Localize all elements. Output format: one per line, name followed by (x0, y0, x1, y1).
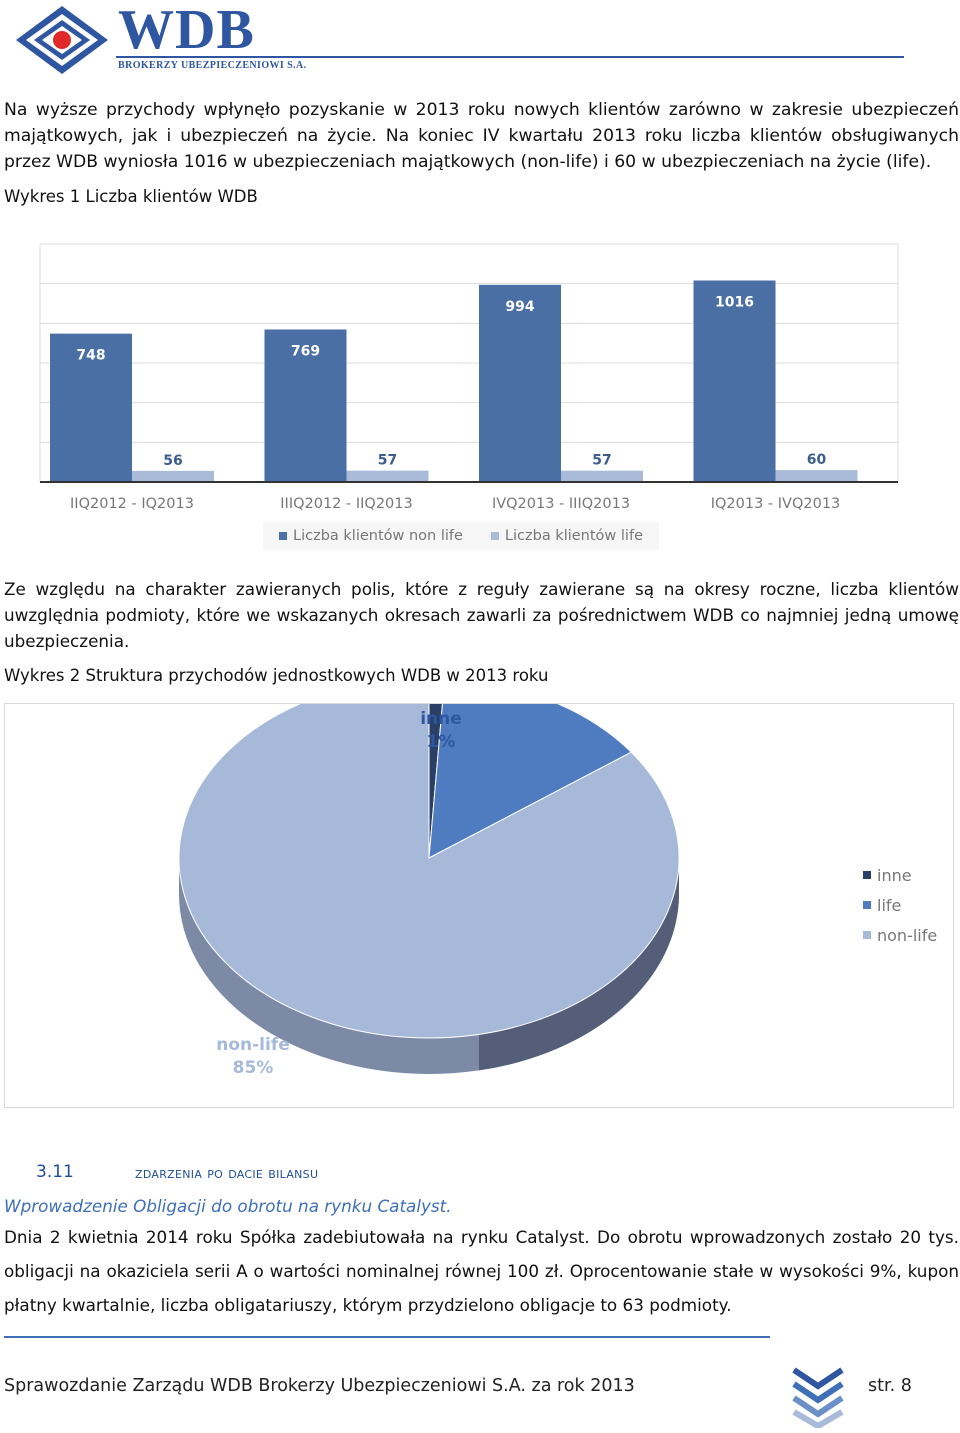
legend-nonlife-label: Liczba klientów non life (293, 528, 463, 544)
pie-legend: inne life non-life (863, 860, 937, 950)
chart1-caption: Wykres 1 Liczba klientów WDB (4, 187, 258, 206)
legend-life-label: Liczba klientów life (504, 528, 643, 544)
x-tick-label: IIIQ2012 - IIQ2013 (280, 496, 412, 512)
pie-slice-non-life (178, 704, 680, 1039)
pie-label-percent: 85% (233, 1058, 274, 1078)
header-divider (116, 56, 904, 58)
bar-value-label: 1016 (715, 294, 754, 310)
bar-value-label: 60 (807, 452, 827, 468)
legend-life: Liczba klientów life (490, 528, 643, 544)
pie-legend-inne: inne (863, 860, 937, 890)
clients-bar-chart: 748 56 IIQ2012 - IQ2013 769 57 IIIQ2012 - IIQ… (39, 243, 899, 512)
legend-nonlife-swatch (279, 532, 287, 540)
pie-legend-nonlife-swatch (863, 931, 871, 939)
pie-legend-nonlife: non-life (863, 920, 937, 950)
pie-label-percent: 14% (541, 742, 582, 762)
life-bar (346, 470, 429, 482)
final-paragraph: Dnia 2 kwietnia 2014 roku Spółka zadebiu… (4, 1227, 959, 1315)
pie-legend-nonlife-label: non-life (877, 925, 938, 945)
revenue-pie-chart: inne 1% life 14% non-life 85% (178, 704, 680, 1078)
bar-chart-legend: Liczba klientów non life Liczba klientów… (263, 522, 659, 550)
section-number: 3.11 (36, 1162, 74, 1182)
intro-paragraph: Na wyższe przychody wpłynęło pozyskanie … (4, 100, 959, 172)
bar-value-label: 57 (592, 453, 611, 469)
bar-value-label: 769 (291, 343, 320, 359)
legend-nonlife: Liczba klientów non life (279, 528, 463, 544)
bar-value-label: 56 (163, 453, 182, 469)
nonlife-bar (264, 329, 347, 482)
chart2-caption: Wykres 2 Struktura przychodów jednostkow… (4, 666, 549, 685)
nonlife-bar (479, 284, 561, 482)
nonlife-bar (50, 333, 132, 482)
life-bar (132, 470, 214, 482)
pie-label-percent: 1% (427, 732, 456, 752)
bar-value-label: 994 (505, 299, 534, 315)
page-number: str. 8 (868, 1376, 912, 1396)
pie-legend-life-label: life (877, 895, 902, 915)
pie-legend-inne-swatch (863, 871, 871, 879)
pie-slice-life (428, 704, 633, 859)
footer-divider (4, 1336, 770, 1338)
pie-label-name: non-life (216, 1035, 290, 1055)
pie-chart-frame: inne 1% life 14% non-life 85% inne life non-l… (4, 703, 954, 1108)
legend-life-swatch (490, 532, 499, 540)
middle-paragraph: Ze względu na charakter zawieranych poli… (4, 579, 959, 651)
x-tick-label: IQ2013 - IVQ2013 (711, 496, 841, 512)
footer-chevron-logo-icon (792, 1367, 844, 1428)
pie-label-name: life (546, 719, 577, 739)
pie-slice-inne (428, 704, 443, 859)
x-tick-label: IVQ2013 - IIIQ2013 (492, 496, 630, 512)
logo-subtitle: BROKERZY UBEZPIECZENIOWI S.A. (118, 60, 307, 71)
section-title: Zdarzenia po dacie bilansu (135, 1164, 319, 1182)
life-bar (775, 470, 858, 482)
life-bar (561, 470, 643, 482)
logo-name: WDB (118, 0, 255, 61)
pie-legend-life: life (863, 890, 937, 920)
nonlife-bar (693, 280, 776, 482)
pie-side-dark (479, 858, 680, 1071)
pie-legend-inne-label: inne (877, 865, 912, 885)
subsection-title: Wprowadzenie Obligacji do obrotu na rynk… (4, 1196, 452, 1216)
x-tick-label: IIQ2012 - IQ2013 (70, 496, 194, 512)
pie-legend-life-swatch (863, 901, 871, 909)
footer-text: Sprawozdanie Zarządu WDB Brokerzy Ubezpi… (4, 1376, 635, 1396)
company-logo: WDB BROKERZY UBEZPIECZENIOWI S.A. (14, 0, 314, 76)
pie-label-name: inne (420, 709, 462, 729)
bar-value-label: 748 (76, 348, 105, 364)
logo-emblem-icon (16, 6, 108, 74)
bar-value-label: 57 (378, 453, 397, 469)
